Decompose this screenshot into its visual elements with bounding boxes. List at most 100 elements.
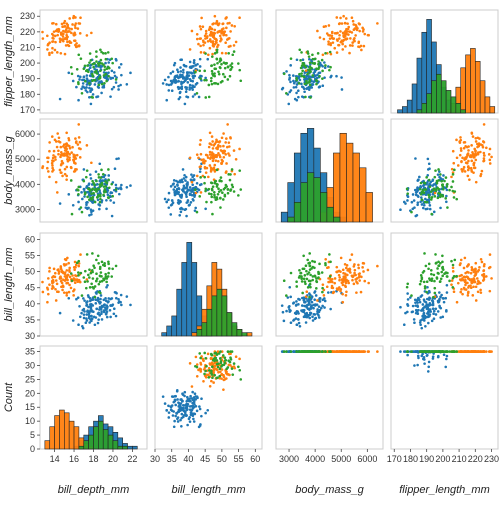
scatter-point xyxy=(344,266,348,270)
scatter-point xyxy=(427,313,431,317)
scatter-point xyxy=(48,141,51,144)
scatter-point xyxy=(57,268,60,271)
scatter-point xyxy=(114,314,118,318)
scatter-point xyxy=(317,85,321,89)
scatter-point xyxy=(427,360,431,364)
x-tick-label: 22 xyxy=(127,454,137,464)
scatter-point xyxy=(229,358,233,361)
scatter-point xyxy=(470,266,474,269)
scatter-point xyxy=(474,261,478,265)
scatter-point xyxy=(300,95,304,98)
scatter-point xyxy=(289,64,292,67)
scatter-point xyxy=(115,157,118,161)
scatter-point xyxy=(97,290,101,294)
histogram-bar xyxy=(450,96,457,114)
scatter-point xyxy=(329,43,333,47)
y-tick-label: 20 xyxy=(25,388,35,398)
scatter-point xyxy=(105,285,108,289)
scatter-point xyxy=(426,285,429,289)
scatter-point xyxy=(318,262,321,266)
scatter-point xyxy=(289,350,293,353)
scatter-point xyxy=(175,80,178,83)
scatter-point xyxy=(337,22,341,26)
scatter-point xyxy=(485,350,488,353)
scatter-point xyxy=(70,212,74,216)
scatter-point xyxy=(413,321,416,325)
scatter-point xyxy=(414,301,417,304)
scatter-point xyxy=(455,350,459,353)
scatter-point xyxy=(88,299,92,303)
scatter-point xyxy=(172,79,175,83)
scatter-point xyxy=(210,55,214,58)
histogram-bar xyxy=(107,434,114,450)
scatter-point xyxy=(415,299,419,302)
scatter-point xyxy=(433,291,437,295)
scatter-point xyxy=(305,313,309,316)
scatter-point xyxy=(205,200,208,204)
scatter-point xyxy=(343,272,347,276)
scatter-point xyxy=(210,361,214,364)
scatter-point xyxy=(175,411,178,415)
scatter-point xyxy=(350,16,354,20)
scatter-point xyxy=(98,200,102,204)
scatter-point xyxy=(120,73,123,77)
scatter-point xyxy=(351,44,354,47)
scatter-point xyxy=(208,26,212,30)
scatter-point xyxy=(189,413,193,417)
scatter-point xyxy=(304,300,307,304)
scatter-point xyxy=(359,44,363,48)
scatter-point xyxy=(97,64,100,67)
scatter-point xyxy=(362,44,366,48)
scatter-point xyxy=(416,201,420,204)
scatter-point xyxy=(425,304,429,307)
scatter-point xyxy=(357,272,361,276)
scatter-point xyxy=(451,286,455,289)
scatter-point xyxy=(445,291,449,294)
scatter-point xyxy=(73,33,77,36)
scatter-point xyxy=(399,208,402,212)
scatter-point xyxy=(86,90,89,94)
scatter-point xyxy=(229,30,232,33)
scatter-point xyxy=(422,319,426,322)
scatter-point xyxy=(73,268,76,272)
scatter-point xyxy=(66,273,70,277)
scatter-point xyxy=(202,158,205,161)
scatter-point xyxy=(317,316,321,319)
scatter-point xyxy=(451,276,455,280)
scatter-point xyxy=(234,157,238,161)
scatter-point xyxy=(216,159,220,163)
scatter-point xyxy=(172,410,175,413)
scatter-point xyxy=(78,75,82,79)
scatter-point xyxy=(215,21,219,25)
scatter-point xyxy=(282,319,286,323)
scatter-point xyxy=(298,72,301,76)
scatter-point xyxy=(70,151,73,154)
scatter-point xyxy=(91,201,95,204)
scatter-point xyxy=(223,356,227,359)
scatter-point xyxy=(459,147,463,150)
scatter-point xyxy=(448,279,451,283)
scatter-point xyxy=(188,83,192,87)
scatter-point xyxy=(209,357,213,361)
histogram-bar xyxy=(426,93,432,114)
scatter-point xyxy=(172,182,175,185)
scatter-point xyxy=(346,279,350,283)
x-tick-label: 230 xyxy=(484,454,499,464)
scatter-point xyxy=(355,291,358,294)
scatter-point xyxy=(54,40,57,44)
scatter-point xyxy=(75,297,78,301)
scatter-point xyxy=(207,175,210,179)
scatter-point xyxy=(77,274,80,277)
scatter-point xyxy=(89,90,92,94)
scatter-point xyxy=(199,37,203,40)
scatter-point xyxy=(193,85,196,89)
scatter-point xyxy=(100,275,103,278)
scatter-point xyxy=(85,86,88,89)
scatter-point xyxy=(234,355,238,359)
scatter-point xyxy=(433,191,437,195)
scatter-point xyxy=(71,23,74,26)
histogram-bar xyxy=(411,83,418,114)
scatter-point xyxy=(239,188,243,191)
scatter-point xyxy=(91,195,95,199)
scatter-point xyxy=(300,51,303,54)
